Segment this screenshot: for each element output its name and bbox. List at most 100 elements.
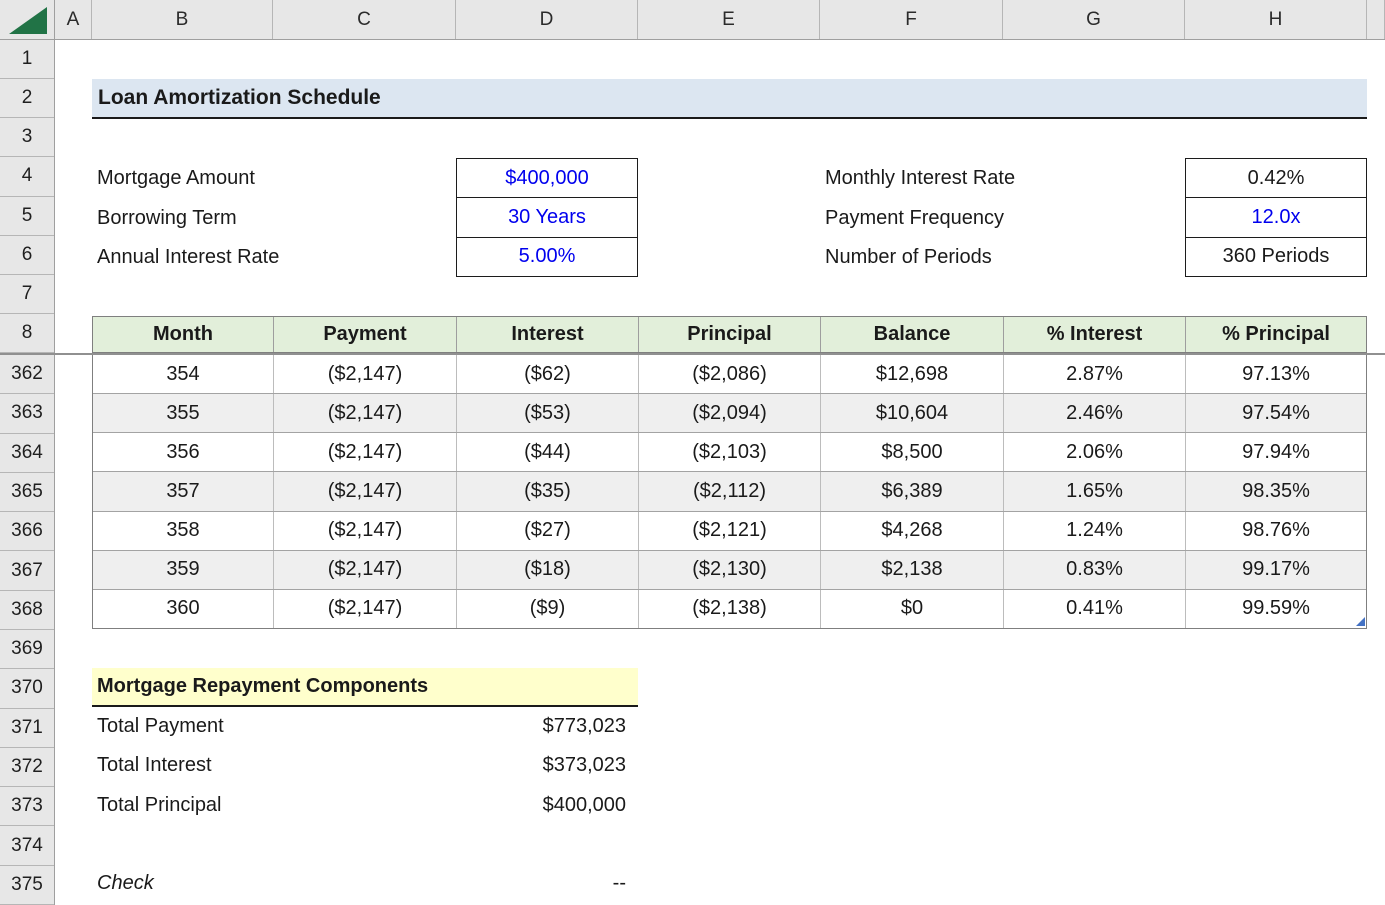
total-payment-label[interactable]: Total Payment [97, 715, 224, 737]
header-balance[interactable]: Balance [821, 317, 1004, 352]
cell-balance[interactable]: $0 [821, 589, 1004, 628]
cell-interest[interactable]: ($62) [457, 355, 639, 394]
header-principal[interactable]: Principal [639, 317, 821, 352]
header-pct-interest[interactable]: % Interest [1004, 317, 1186, 352]
column-header-h[interactable]: H [1185, 0, 1367, 39]
cell-month[interactable]: 359 [93, 550, 274, 589]
total-principal-value[interactable]: $400,000 [542, 794, 626, 816]
column-header-d[interactable]: D [456, 0, 638, 39]
cell-pct-principal[interactable]: 99.59% [1242, 597, 1310, 620]
mortgage-amount-input[interactable]: $400,000 [505, 166, 589, 189]
row-header-366[interactable]: 366 [0, 512, 54, 552]
header-pct-principal[interactable]: % Principal [1222, 323, 1330, 345]
cell-month[interactable]: 357 [93, 472, 274, 511]
cell-interest[interactable]: ($53) [457, 394, 639, 433]
monthly-interest-rate-label[interactable]: Monthly Interest Rate [825, 166, 1016, 189]
row-header-369[interactable]: 369 [0, 630, 54, 670]
cell-pct-principal[interactable]: 97.94% [1242, 440, 1310, 463]
header-month[interactable]: Month [93, 317, 274, 352]
cell-payment[interactable]: ($2,147) [274, 511, 457, 550]
cell-interest[interactable]: ($35) [457, 472, 639, 511]
cell-principal[interactable]: ($2,103) [639, 433, 821, 472]
check-value[interactable]: -- [612, 872, 626, 894]
cell-pct-principal[interactable]: 97.54% [1242, 401, 1310, 424]
row-header-365[interactable]: 365 [0, 473, 54, 513]
select-all-button[interactable] [0, 0, 55, 39]
cell-payment[interactable]: ($2,147) [274, 394, 457, 433]
cell-principal[interactable]: ($2,121) [639, 511, 821, 550]
cell-month[interactable]: 358 [93, 511, 274, 550]
total-interest-label[interactable]: Total Interest [97, 754, 212, 776]
annual-interest-rate-input[interactable]: 5.00% [457, 236, 637, 276]
row-header-1[interactable]: 1 [0, 40, 54, 80]
cell-payment[interactable]: ($2,147) [274, 589, 457, 628]
cell-pct-interest[interactable]: 1.65% [1004, 472, 1186, 511]
row-header-368[interactable]: 368 [0, 591, 54, 630]
row-header-6[interactable]: 6 [0, 236, 54, 275]
row-header-363[interactable]: 363 [0, 394, 54, 434]
column-header-c[interactable]: C [273, 0, 456, 39]
cell-pct-interest[interactable]: 0.41% [1004, 589, 1186, 628]
column-header-a[interactable]: A [55, 0, 92, 39]
cell-pct-principal[interactable]: 99.17% [1242, 558, 1310, 581]
cell-pct-interest[interactable]: 2.87% [1004, 355, 1186, 394]
cell-payment[interactable]: ($2,147) [274, 355, 457, 394]
column-header-f[interactable]: F [820, 0, 1003, 39]
header-payment[interactable]: Payment [274, 317, 457, 352]
cell-pct-principal[interactable]: 97.13% [1242, 362, 1310, 385]
cell-interest[interactable]: ($27) [457, 511, 639, 550]
borrowing-term-label[interactable]: Borrowing Term [97, 206, 237, 229]
cell-pct-interest[interactable]: 0.83% [1004, 550, 1186, 589]
row-header-364[interactable]: 364 [0, 434, 54, 473]
cell-principal[interactable]: ($2,112) [639, 472, 821, 511]
cell-payment[interactable]: ($2,147) [274, 472, 457, 511]
row-header-370[interactable]: 370 [0, 669, 54, 709]
payment-frequency-label[interactable]: Payment Frequency [825, 206, 1004, 229]
row-header-4[interactable]: 4 [0, 157, 54, 197]
summary-title[interactable]: Mortgage Repayment Components [92, 668, 638, 707]
row-header-367[interactable]: 367 [0, 551, 54, 591]
cell-principal[interactable]: ($2,130) [639, 550, 821, 589]
cell-payment[interactable]: ($2,147) [274, 550, 457, 589]
cell-balance[interactable]: $2,138 [821, 550, 1004, 589]
total-payment-value[interactable]: $773,023 [542, 715, 626, 737]
total-principal-label[interactable]: Total Principal [97, 794, 222, 816]
row-header-375[interactable]: 375 [0, 866, 54, 905]
cell-balance[interactable]: $8,500 [821, 433, 1004, 472]
row-header-373[interactable]: 373 [0, 787, 54, 827]
column-header-g[interactable]: G [1003, 0, 1185, 39]
cell-month[interactable]: 360 [93, 589, 274, 628]
cell-interest[interactable]: ($18) [457, 550, 639, 589]
cell-pct-principal[interactable]: 98.35% [1242, 479, 1310, 502]
row-header-362[interactable]: 362 [0, 355, 54, 395]
column-header-e[interactable]: E [638, 0, 820, 39]
cell-balance[interactable]: $6,389 [821, 472, 1004, 511]
cell-balance[interactable]: $4,268 [821, 511, 1004, 550]
payment-frequency-value[interactable]: 12.0x [1186, 197, 1366, 236]
header-interest[interactable]: Interest [457, 317, 639, 352]
row-header-2[interactable]: 2 [0, 79, 54, 119]
number-of-periods-label[interactable]: Number of Periods [825, 245, 992, 268]
cell-interest[interactable]: ($44) [457, 433, 639, 472]
cell-principal[interactable]: ($2,094) [639, 394, 821, 433]
column-header-i-sliver[interactable] [1367, 0, 1385, 39]
cell-pct-interest[interactable]: 1.24% [1004, 511, 1186, 550]
cell-month[interactable]: 355 [93, 394, 274, 433]
cell-interest[interactable]: ($9) [457, 589, 639, 628]
row-header-372[interactable]: 372 [0, 748, 54, 788]
table-resize-handle[interactable] [1356, 617, 1365, 626]
monthly-interest-rate-value[interactable]: 0.42% [1247, 166, 1305, 189]
row-header-374[interactable]: 374 [0, 826, 54, 866]
row-header-8[interactable]: 8 [0, 314, 54, 353]
cell-month[interactable]: 356 [93, 433, 274, 472]
cell-principal[interactable]: ($2,086) [639, 355, 821, 394]
cell-month[interactable]: 354 [93, 355, 274, 394]
sheet-title[interactable]: Loan Amortization Schedule [92, 79, 1367, 119]
borrowing-term-input[interactable]: 30 Years [457, 197, 637, 236]
row-header-7[interactable]: 7 [0, 275, 54, 314]
cell-principal[interactable]: ($2,138) [639, 589, 821, 628]
cell-payment[interactable]: ($2,147) [274, 433, 457, 472]
row-header-371[interactable]: 371 [0, 709, 54, 748]
cell-pct-principal[interactable]: 98.76% [1242, 519, 1310, 542]
annual-interest-rate-label[interactable]: Annual Interest Rate [97, 245, 280, 268]
